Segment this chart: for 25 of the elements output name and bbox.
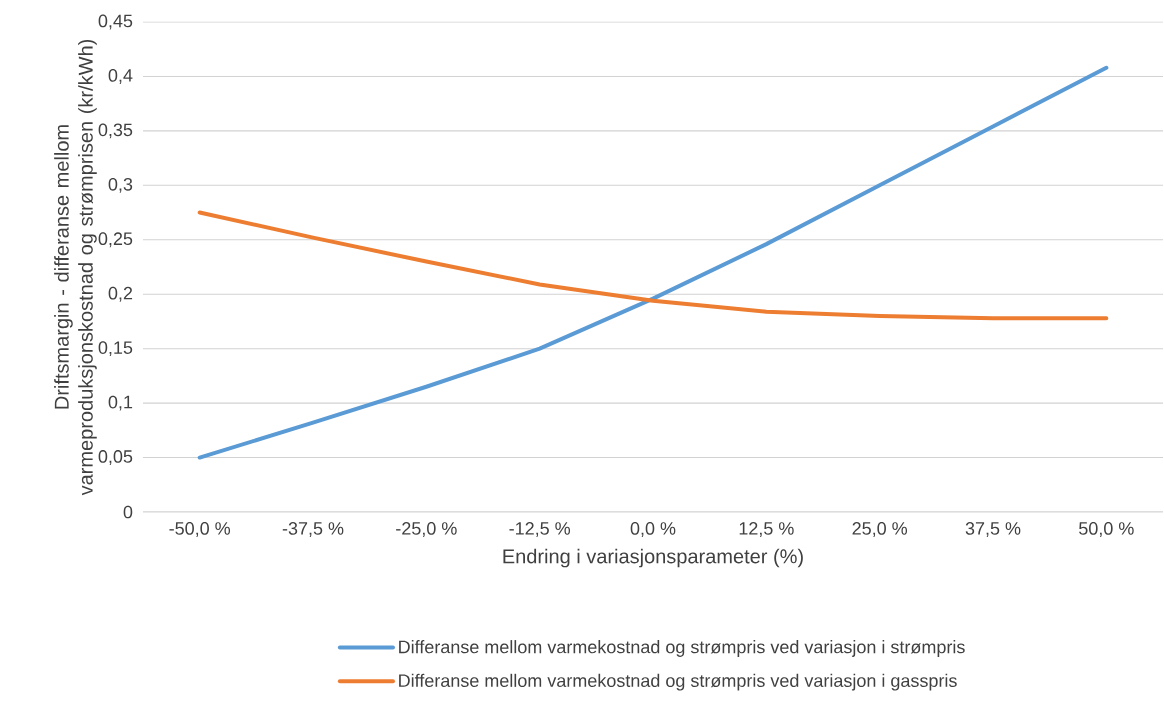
- legend-label: Differanse mellom varmekostnad og strømpris ved variasjon i gasspris: [399, 673, 957, 691]
- x-tick-label: 0,0 %: [630, 522, 676, 537]
- x-tick-label: 50,0 %: [1079, 522, 1134, 537]
- x-tick-label: -25,0 %: [396, 522, 457, 537]
- x-tick-label: -12,5 %: [509, 522, 571, 537]
- y-tick-label: 0,3: [108, 177, 133, 193]
- y-tick-label: 0,1: [108, 395, 133, 411]
- x-tick-label: 25,0 %: [852, 522, 908, 537]
- y-tick-label: 0,4: [108, 69, 133, 84]
- y-tick-label: 0: [123, 505, 133, 519]
- y-tick-label: 0,15: [98, 341, 133, 357]
- y-tick-label: 0,2: [108, 286, 133, 302]
- y-tick-label: 0,45: [98, 14, 133, 30]
- y-axis-title: Driftsmargin - differanse mellom varmeproduksjonskostnad og strømprisen (kr/kWh): [54, 39, 97, 496]
- x-tick-label: 12,5 %: [739, 522, 794, 537]
- line-series: [197, 210, 1109, 321]
- line-series: [197, 65, 1109, 460]
- x-tick-label: -37,5 %: [282, 522, 344, 537]
- y-tick-label: 0,05: [98, 450, 133, 465]
- x-tick-label: -50,0 %: [169, 522, 231, 537]
- y-tick-label: 0,25: [98, 232, 133, 248]
- x-tick-label: 37,5 %: [965, 522, 1021, 537]
- x-axis-title: Endring i variasjonsparameter (%): [503, 548, 803, 568]
- y-tick-label: 0,35: [98, 123, 133, 139]
- legend-label: Differanse mellom varmekostnad og strømpris ved variasjon i strømpris: [399, 640, 965, 657]
